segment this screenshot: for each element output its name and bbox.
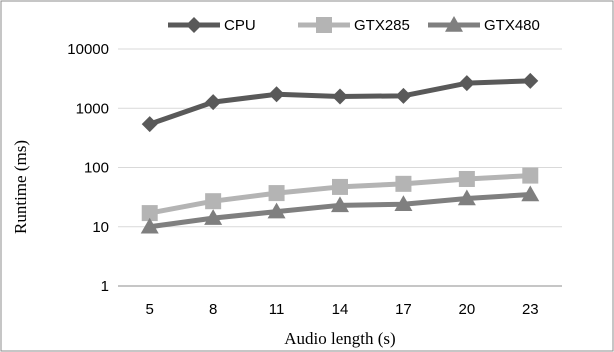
x-tick-label-17: 17 [395, 301, 412, 318]
x-tick-label-11: 11 [269, 301, 285, 318]
data-point-cpu-5 [141, 116, 158, 133]
data-point-gtx285-11 [268, 185, 285, 202]
series-layer [140, 72, 540, 234]
legend-item-gtx285: GTX285 [298, 17, 410, 34]
data-point-gtx285-5 [141, 205, 158, 222]
data-point-gtx285-17 [395, 175, 412, 192]
y-axis-label: Runtime (ms) [11, 140, 30, 234]
series-cpu [141, 72, 539, 133]
legend-label-cpu: CPU [224, 17, 256, 34]
data-point-gtx285-23 [522, 167, 539, 184]
y-tick-label-10: 10 [92, 219, 109, 236]
data-point-gtx285-14 [332, 178, 348, 195]
x-tick-label-23: 23 [522, 301, 539, 318]
legend-marker-cpu [186, 17, 202, 33]
y-tick-label-10000: 10000 [67, 41, 109, 58]
legend-item-gtx480: GTX480 [428, 16, 540, 34]
data-point-cpu-20 [458, 75, 475, 92]
data-point-gtx480-17 [394, 195, 413, 211]
data-point-cpu-14 [332, 88, 348, 105]
x-tick-label-5: 5 [146, 301, 154, 318]
legend-label-gtx480: GTX480 [484, 17, 540, 34]
y-tick-label-1000: 1000 [76, 100, 109, 117]
series-gtx480 [140, 185, 540, 234]
x-tick-label-14: 14 [332, 301, 349, 318]
legend-item-cpu: CPU [168, 17, 256, 34]
data-point-cpu-23 [522, 72, 539, 89]
data-point-gtx480-8 [204, 209, 223, 225]
data-point-gtx285-20 [458, 170, 475, 187]
data-point-cpu-11 [268, 86, 285, 103]
data-point-cpu-17 [395, 87, 412, 104]
legend-marker-gtx285 [316, 17, 332, 33]
y-tick-label-1: 1 [101, 278, 109, 295]
series-gtx285 [141, 167, 539, 222]
data-point-gtx480-5 [140, 217, 159, 234]
y-tick-label-100: 100 [84, 160, 109, 177]
x-tick-label-20: 20 [459, 301, 476, 318]
x-tick-label-8: 8 [209, 301, 217, 318]
data-point-gtx480-14 [331, 196, 349, 213]
data-point-cpu-8 [205, 94, 222, 111]
axes: 1 10 100 1000 10000 5 8 11 14 17 20 23 [67, 41, 562, 318]
legend-marker-gtx480 [445, 16, 463, 32]
data-point-gtx285-8 [205, 193, 222, 210]
legend: CPU GTX285 GTX480 [168, 16, 540, 34]
data-point-gtx480-11 [267, 202, 286, 219]
data-point-gtx480-20 [457, 189, 476, 206]
legend-label-gtx285: GTX285 [354, 17, 410, 34]
x-axis-label: Audio length (s) [284, 329, 395, 348]
data-point-gtx480-23 [521, 185, 540, 202]
